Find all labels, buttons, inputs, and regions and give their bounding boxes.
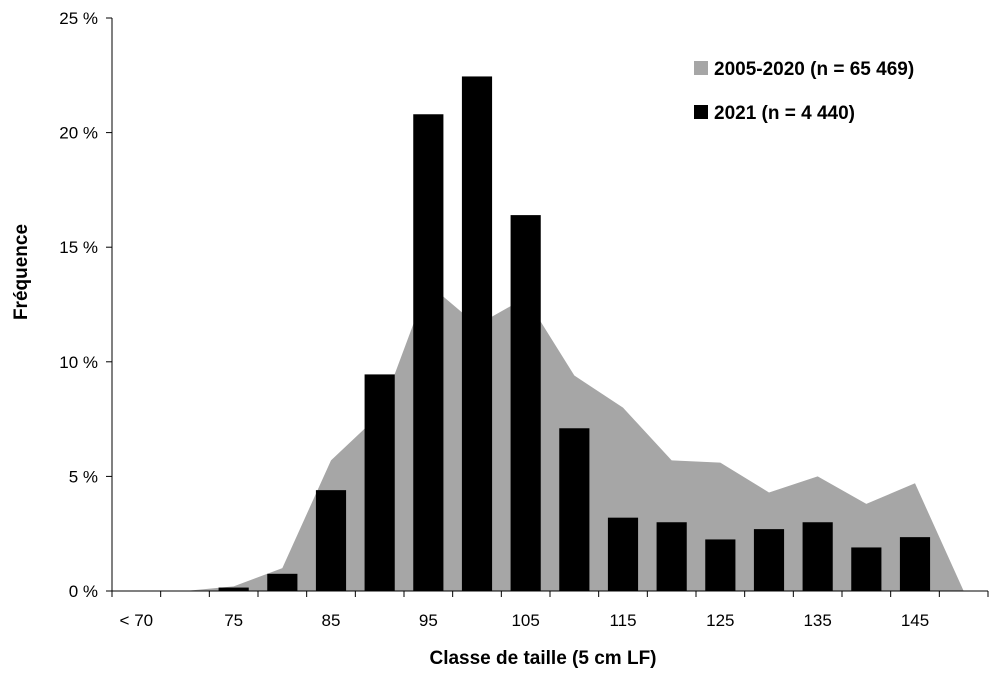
bar-2021-95 [413, 114, 444, 591]
x-tick-label: < 70 [120, 611, 154, 630]
bar-2021-140 [851, 547, 882, 591]
x-tick-label: 75 [224, 611, 243, 630]
bar-2021-90 [364, 374, 395, 591]
y-axis-title: Fréquence [11, 224, 32, 320]
x-axis-title: Classe de taille (5 cm LF) [429, 648, 656, 669]
bar-2021-85 [315, 490, 347, 591]
bar-2021-105 [510, 215, 541, 592]
bar-2021-115 [607, 517, 639, 591]
bar-2021-125 [705, 539, 736, 591]
x-tick-label: 95 [419, 611, 438, 630]
bar-2021-80 [267, 573, 298, 591]
y-tick-label: 25 % [59, 9, 98, 28]
legend-label-2005-2020: 2005-2020 (n = 65 469) [714, 59, 914, 80]
x-tick-label: 145 [901, 611, 929, 630]
bar-2021-130 [753, 529, 785, 591]
legend-label-2021: 2021 (n = 4 440) [714, 103, 855, 124]
x-tick-label: 115 [609, 611, 636, 630]
legend-swatch-2021 [694, 105, 708, 119]
y-tick-label: 15 % [59, 238, 98, 257]
x-tick-label: 85 [322, 611, 341, 630]
bar-2021-100 [461, 76, 493, 591]
bar-2021-110 [559, 428, 590, 591]
tick-label-layer: 0 % 5 % 10 % 15 % 20 % 25 % < 70 75 85 95 105 115 12… [59, 9, 929, 630]
bar-layer [218, 76, 931, 592]
x-tick-label: 135 [803, 611, 831, 630]
bar-2021-75 [218, 587, 249, 591]
x-tick-label: 125 [706, 611, 734, 630]
bar-2021-145 [899, 537, 931, 591]
x-tick-label: 105 [511, 611, 539, 630]
legend-swatch-2005-2020 [694, 61, 708, 75]
y-tick-label: 10 % [59, 353, 98, 372]
legend: 2005-2020 (n = 65 469) 2021 (n = 4 440) [694, 59, 914, 124]
bar-2021-135 [802, 522, 833, 591]
y-tick-label: 0 % [69, 582, 98, 601]
bar-2021-120 [656, 522, 687, 591]
axes-layer [106, 17, 989, 597]
y-tick-label: 20 % [59, 124, 98, 143]
y-tick-label: 5 % [69, 467, 98, 486]
